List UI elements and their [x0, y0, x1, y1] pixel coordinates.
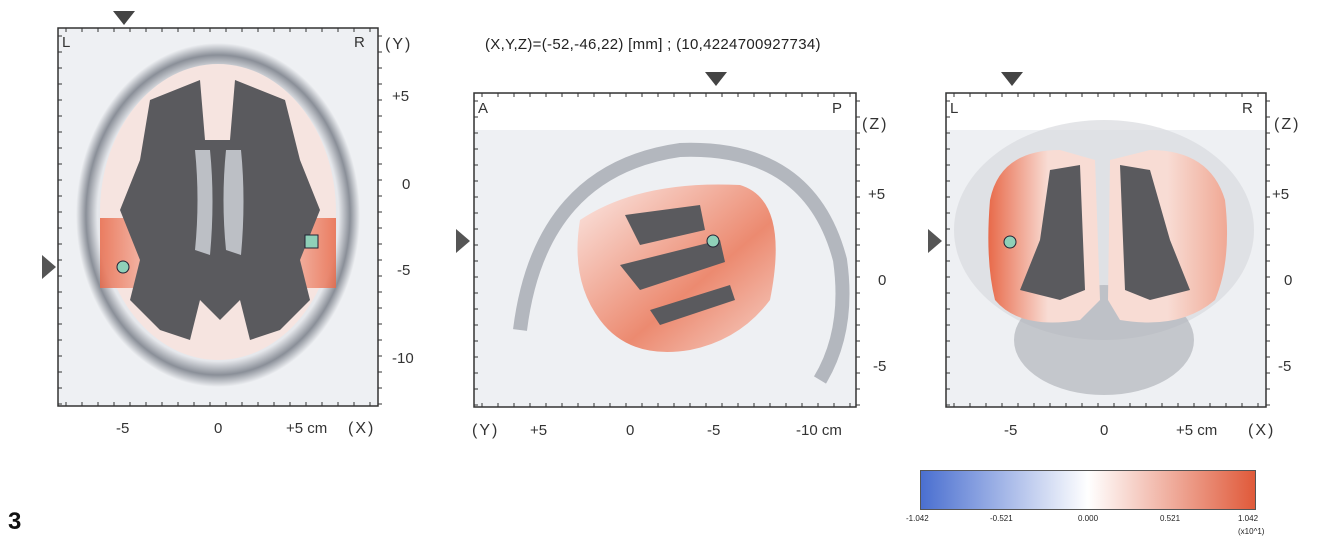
sagittal-right-tick: 0	[878, 272, 887, 289]
axial-marker-circle[interactable]	[116, 260, 130, 274]
axial-bottom-tick: +5 cm	[286, 420, 328, 437]
figure-number: 3	[8, 508, 22, 535]
sagittal-right-tick: -5	[873, 358, 887, 375]
axial-ventricles	[195, 150, 244, 255]
axial-right-axis-name: (Y)	[385, 36, 413, 53]
axial-right-tick: -10	[392, 350, 414, 367]
axial-marker-square[interactable]	[304, 234, 319, 249]
colorbar-tick: 0.521	[1160, 514, 1181, 523]
axial-white-matter	[120, 80, 320, 340]
axial-corner-right: R	[354, 34, 365, 51]
colorbar-tick: 0.000	[1078, 514, 1099, 523]
sagittal-bottom-tick: -5	[707, 422, 721, 439]
sagittal-right-axis-name: (Z)	[862, 116, 889, 133]
coronal-corner-right: R	[1242, 100, 1253, 117]
coronal-bottom-tick: 0	[1100, 422, 1109, 439]
sagittal-white-matter	[620, 205, 735, 325]
coronal-right-axis-name: (Z)	[1274, 116, 1301, 133]
sagittal-top-triangle[interactable]	[705, 72, 727, 86]
coronal-corner-left: L	[950, 100, 959, 117]
axial-bottom-tick: 0	[214, 420, 223, 437]
sagittal-bottom-tick: -10 cm	[796, 422, 842, 439]
sagittal-marker-circle[interactable]	[706, 234, 720, 248]
axial-bottom-axis-name: (X)	[348, 420, 376, 437]
coronal-top-triangle[interactable]	[1001, 72, 1023, 86]
axial-bottom-tick: -5	[116, 420, 130, 437]
axial-corner-left: L	[62, 34, 71, 51]
coronal-white-matter	[1020, 165, 1190, 300]
coordinates-readout: (X,Y,Z)=(-52,-46,22) [mm] ; (10,42247009…	[485, 36, 821, 53]
coronal-marker-circle[interactable]	[1003, 235, 1017, 249]
sagittal-skull	[513, 142, 850, 384]
coronal-right-tick: +5	[1272, 186, 1290, 203]
colorbar-tick: -1.042	[906, 514, 929, 523]
sagittal-right-tick: +5	[868, 186, 886, 203]
coronal-bottom-axis-name: (X)	[1248, 422, 1276, 439]
sagittal-bottom-tick: 0	[626, 422, 635, 439]
coronal-right-tick: -5	[1278, 358, 1292, 375]
axial-right-tick: +5	[392, 88, 410, 105]
sagittal-left-triangle[interactable]	[456, 229, 470, 253]
axial-right-tick: 0	[402, 176, 411, 193]
coronal-right-tick: 0	[1284, 272, 1293, 289]
coronal-left-triangle[interactable]	[928, 229, 942, 253]
sagittal-bottom-axis-name: (Y)	[472, 422, 500, 439]
colorbar-gradient	[920, 470, 1256, 510]
sagittal-bottom-tick: +5	[530, 422, 548, 439]
axial-top-triangle[interactable]	[113, 11, 135, 25]
axial-right-tick: -5	[397, 262, 411, 279]
sagittal-corner-left: A	[478, 100, 489, 117]
sagittal-corner-right: P	[832, 100, 843, 117]
colorbar-multiplier: (x10^1)	[1238, 527, 1265, 536]
coronal-bottom-tick: +5 cm	[1176, 422, 1218, 439]
colorbar-tick: -0.521	[990, 514, 1013, 523]
sagittal-top-band	[475, 94, 855, 130]
coronal-bottom-tick: -5	[1004, 422, 1018, 439]
axial-left-triangle[interactable]	[42, 255, 56, 279]
colorbar-tick: 1.042	[1238, 514, 1259, 523]
